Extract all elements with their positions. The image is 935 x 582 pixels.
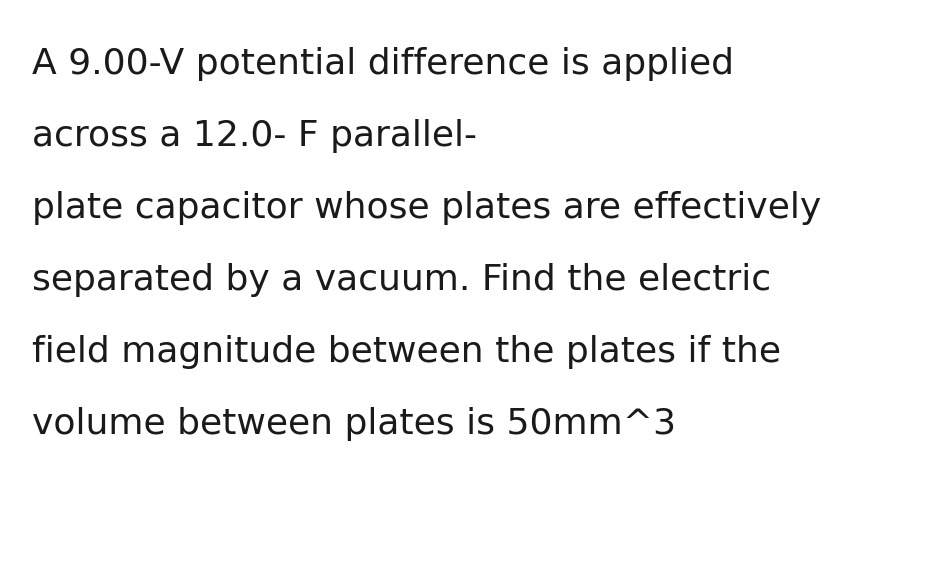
- Text: separated by a vacuum. Find the electric: separated by a vacuum. Find the electric: [32, 263, 771, 297]
- Text: volume between plates is 50mm^3: volume between plates is 50mm^3: [32, 407, 676, 441]
- Text: plate capacitor whose plates are effectively: plate capacitor whose plates are effecti…: [32, 191, 821, 225]
- Text: across a 12.0- F parallel-: across a 12.0- F parallel-: [32, 119, 477, 153]
- Text: field magnitude between the plates if the: field magnitude between the plates if th…: [32, 335, 781, 369]
- Text: A 9.00-V potential difference is applied: A 9.00-V potential difference is applied: [32, 47, 734, 81]
